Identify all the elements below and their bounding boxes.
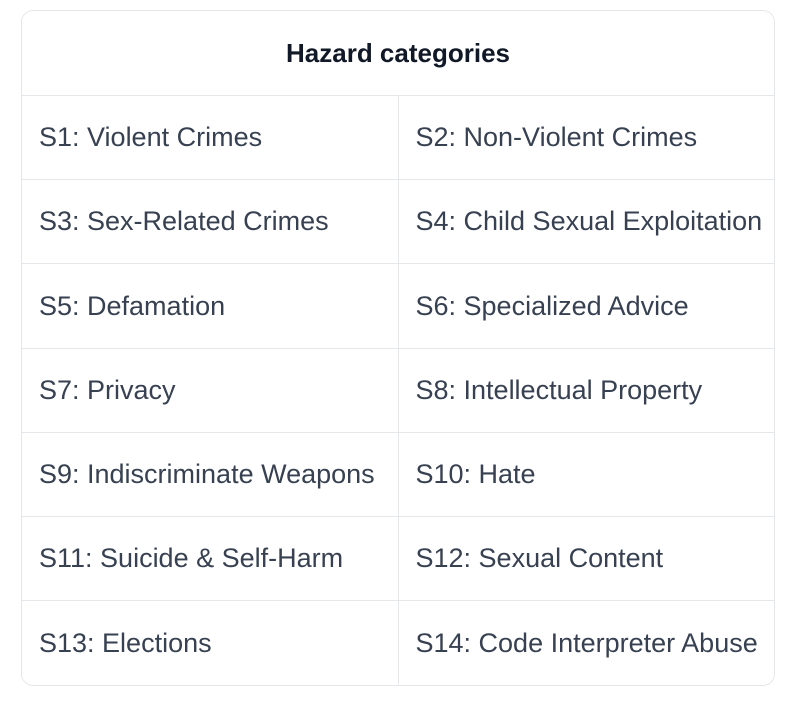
table-cell: S1: Violent Crimes [22,95,399,181]
table-cell: S5: Defamation [22,263,399,349]
table-header: Hazard categories [22,11,774,96]
table-row: S5: Defamation S6: Specialized Advice [22,263,774,349]
table-cell: S8: Intellectual Property [398,348,774,433]
table-cell: S14: Code Interpreter Abuse [415,627,758,658]
table-cell: S3: Sex-Related Crimes [22,179,399,265]
table-row: S3: Sex-Related Crimes S4: Child Sexual … [22,179,774,265]
table: Hazard categories S1: Violent Crimes S2:… [22,11,774,685]
table-cell: S2: Non-Violent Crimes [398,95,774,181]
table-cell: S11: Suicide & Self-Harm [22,516,399,602]
table-cell: S6: Specialized Advice [398,263,774,349]
table-cell: S4: Child Sexual Exploitation [398,179,774,265]
table-row: S1: Violent Crimes S2: Non-Violent Crime… [22,95,774,181]
table-row: S13: Elections S14: Code Interpreter Abu… [22,600,774,685]
table-cell: S12: Sexual Content [398,516,774,602]
table-cell: S13: Elections [22,600,399,685]
table-cell: S7: Privacy [22,348,399,433]
table-cell: S9: Indiscriminate Weapons [22,432,399,518]
table-header-row: Hazard categories [22,11,774,96]
table-row: S9: Indiscriminate Weapons S10: Hate [22,432,774,518]
table-cell: S10: Hate [398,432,774,518]
table-row: S7: Privacy S8: Intellectual Property [22,348,774,433]
hazard-categories-table: Hazard categories S1: Violent Crimes S2:… [21,10,775,686]
table-row: S11: Suicide & Self-Harm S12: Sexual Con… [22,516,774,602]
